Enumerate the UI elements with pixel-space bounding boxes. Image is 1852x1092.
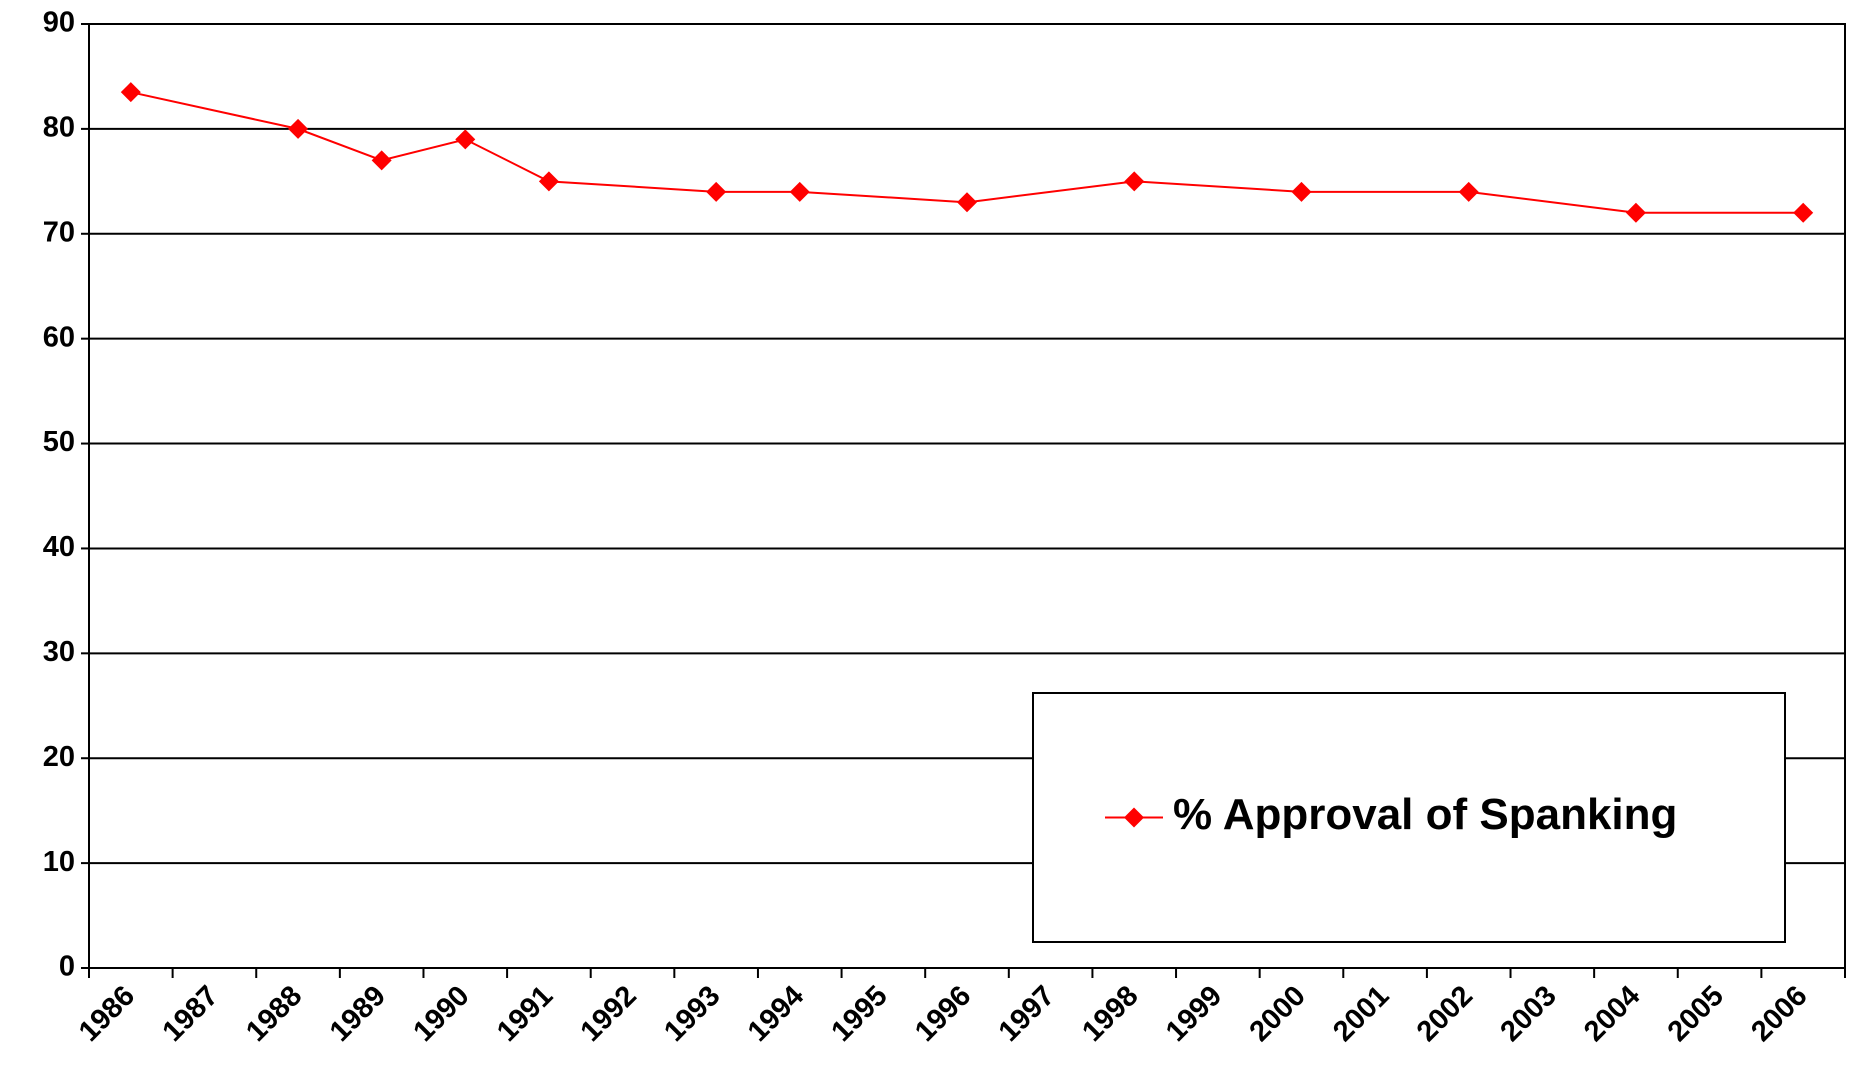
data-point xyxy=(371,150,392,171)
x-tick-label: 1995 xyxy=(825,980,893,1048)
x-tick-label: 1994 xyxy=(742,980,810,1048)
x-tick-label: 1998 xyxy=(1076,980,1144,1048)
data-point xyxy=(1458,181,1479,202)
x-tick-label: 1988 xyxy=(240,980,308,1048)
data-point xyxy=(789,181,810,202)
data-point xyxy=(120,82,141,103)
y-tick-label: 70 xyxy=(43,216,75,248)
x-tick-label: 1997 xyxy=(993,980,1061,1048)
y-tick-label: 50 xyxy=(43,426,75,458)
data-point xyxy=(1625,202,1646,223)
x-tick-label: 1989 xyxy=(324,980,392,1048)
y-tick-label: 10 xyxy=(43,846,75,878)
legend-label: % Approval of Spanking xyxy=(1173,790,1677,839)
y-tick-label: 20 xyxy=(43,741,75,773)
data-point xyxy=(1124,171,1145,192)
y-tick-label: 90 xyxy=(43,7,75,39)
data-point xyxy=(455,129,476,150)
data-point xyxy=(957,192,977,213)
y-tick-label: 30 xyxy=(43,636,75,668)
x-tick-label: 2002 xyxy=(1411,980,1479,1048)
data-point xyxy=(1793,202,1814,223)
x-tick-label: 1986 xyxy=(73,980,141,1048)
x-tick-label: 2005 xyxy=(1662,980,1730,1048)
x-tick-label: 1987 xyxy=(157,980,225,1048)
x-tick-label: 1993 xyxy=(658,980,726,1048)
x-tick-label: 2004 xyxy=(1578,980,1646,1048)
x-tick-label: 2001 xyxy=(1327,980,1395,1048)
y-tick-label: 0 xyxy=(59,951,75,983)
legend-marker xyxy=(1124,807,1144,828)
data-point xyxy=(1291,181,1312,202)
y-tick-label: 40 xyxy=(43,531,75,563)
y-tick-label: 80 xyxy=(43,112,75,144)
y-tick-label: 60 xyxy=(43,321,75,353)
x-tick-label: 1991 xyxy=(491,980,559,1048)
x-tick-label: 2006 xyxy=(1745,980,1813,1048)
data-point xyxy=(706,181,727,202)
x-tick-label: 2003 xyxy=(1494,980,1562,1048)
x-tick-label: 1999 xyxy=(1160,980,1228,1048)
data-point xyxy=(538,171,559,192)
x-tick-label: 2000 xyxy=(1244,980,1312,1048)
x-tick-label: 1996 xyxy=(909,980,977,1048)
x-tick-label: 1990 xyxy=(407,980,475,1048)
plot-border xyxy=(88,23,1846,969)
data-point xyxy=(288,118,309,139)
x-tick-label: 1992 xyxy=(575,980,643,1048)
